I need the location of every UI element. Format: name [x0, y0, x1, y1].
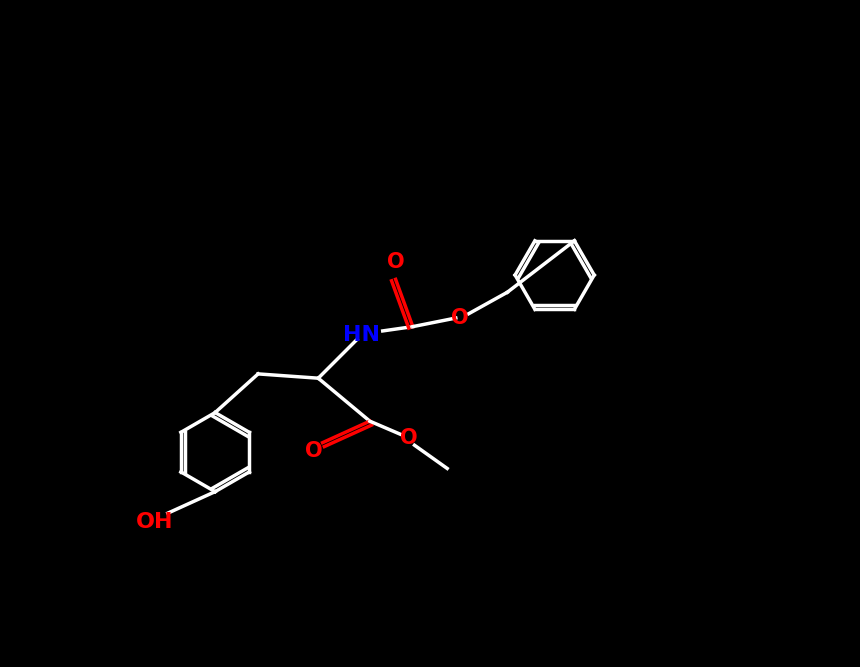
- Text: O: O: [400, 428, 417, 448]
- Text: HN: HN: [343, 325, 380, 346]
- Text: OH: OH: [136, 512, 174, 532]
- Text: O: O: [305, 442, 322, 462]
- Text: O: O: [452, 308, 469, 328]
- Text: O: O: [387, 252, 404, 272]
